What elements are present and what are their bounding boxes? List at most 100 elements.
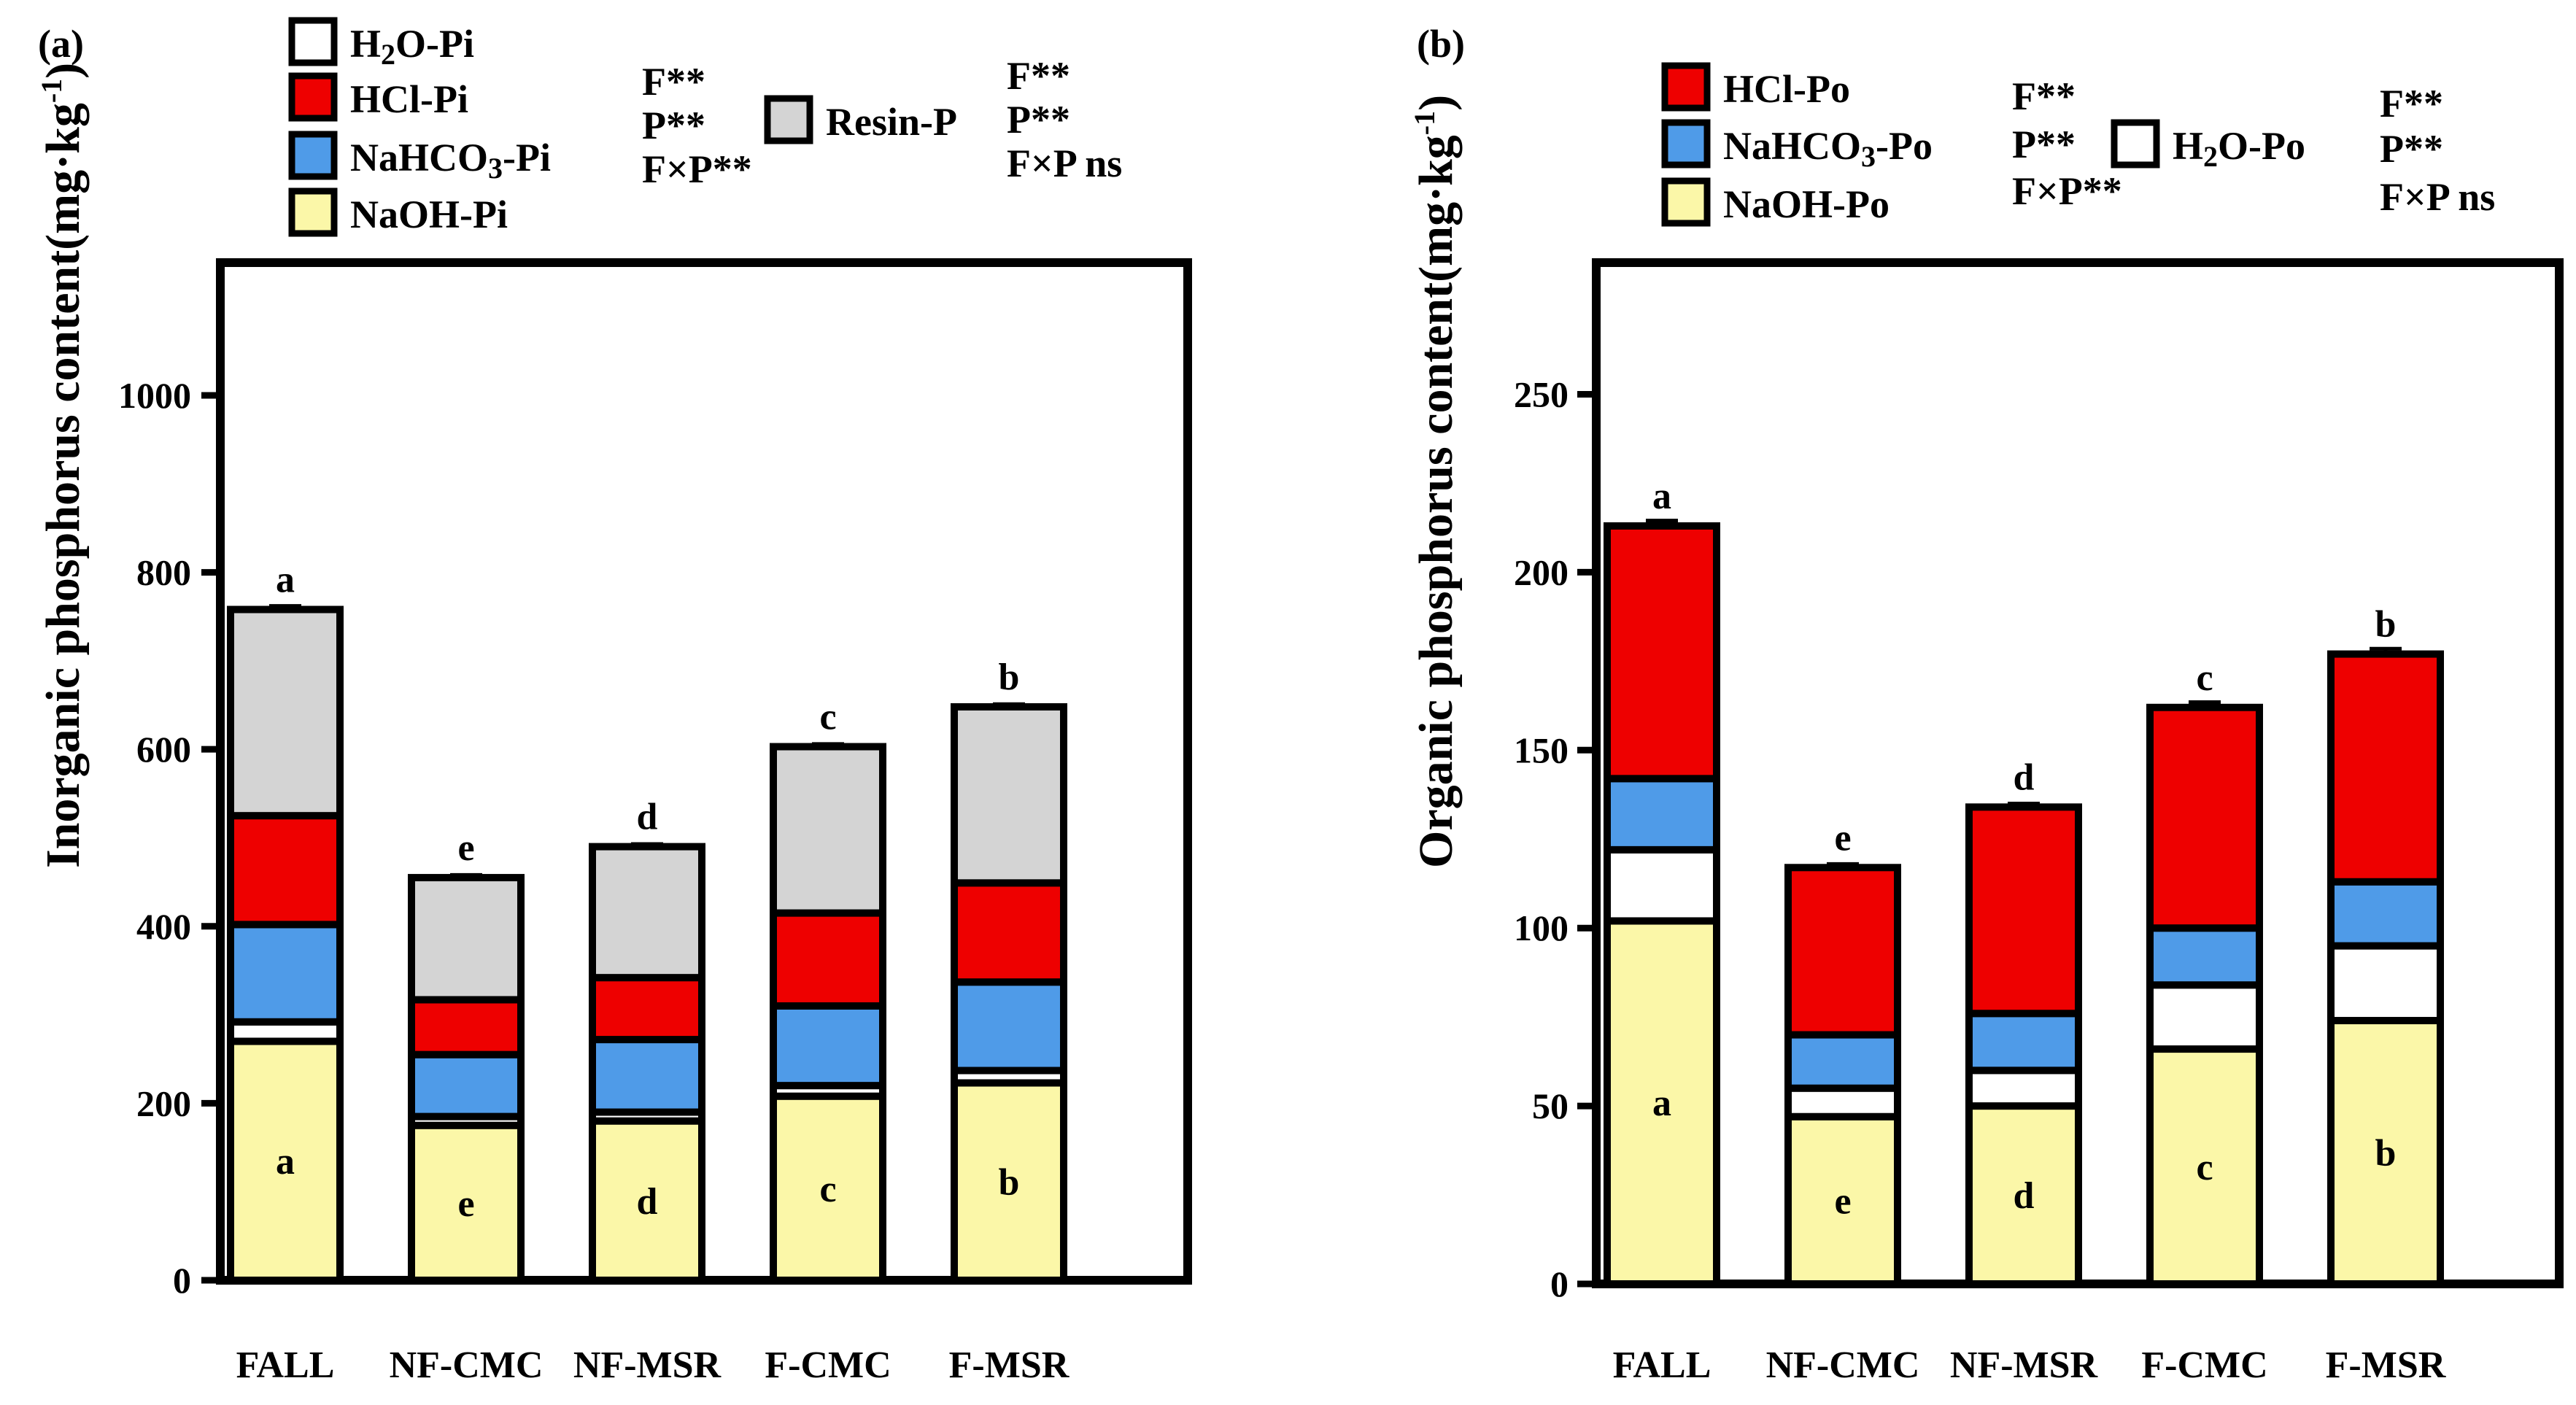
panel-a-plot: 02004006008001000aaaaFALLeeeeNF-CMCddddN… bbox=[118, 258, 1192, 1386]
panel-a-letter-naoh-pi-fall: a bbox=[276, 1141, 295, 1183]
panel-b-plot: 050100150200250aaaFALLeeeNF-CMCdddNF-MSR… bbox=[1514, 258, 2564, 1386]
panel-a-category-label-nf-msr: NF-MSR bbox=[573, 1344, 722, 1386]
panel-b-category-label-f-msr: F-MSR bbox=[2326, 1344, 2447, 1386]
panel-b-segment-nahco3-po-nf-msr bbox=[1965, 1010, 2082, 1075]
panel-b-stats-1-line-2: P** bbox=[2012, 123, 2076, 166]
panel-b-segment-nahco3-po-f-cmc bbox=[2146, 924, 2263, 989]
panel-b-ytick-label-150: 150 bbox=[1514, 729, 1569, 770]
panel-b-legend-swatch-nahco3-po bbox=[1661, 119, 1711, 169]
panel-a-stats-1-line-2: P** bbox=[642, 104, 705, 147]
panel-a-legend-swatch-resin-p bbox=[764, 95, 813, 144]
panel-b-letter-hcl-po-f-cmc: c bbox=[2196, 657, 2213, 699]
panel-a-letter-resin-p-f-msr: b bbox=[999, 657, 1020, 698]
panel-b-segment-hcl-po-f-msr bbox=[2327, 650, 2444, 886]
panel-b-bar-fall: aaa bbox=[1604, 476, 1720, 1288]
panel-a-segment-hcl-pi-fall bbox=[227, 812, 344, 929]
svg-text:Organic phosphorus content(mg: Organic phosphorus content(mg·kg-1) bbox=[1408, 95, 1463, 868]
panel-a-legend-swatch-h2o-pi bbox=[288, 17, 338, 66]
panel-a-ytick-label-800: 800 bbox=[136, 552, 191, 593]
panel-a-bar-nf-cmc: eeee bbox=[408, 827, 525, 1285]
panel-a-segment-hcl-pi-nf-cmc bbox=[408, 996, 525, 1058]
panel-a-segment-nahco3-pi-nf-msr bbox=[589, 1036, 705, 1116]
panel-a-stats-2-line-2: P** bbox=[1007, 98, 1070, 142]
panel-a-label: (a) bbox=[38, 22, 84, 66]
panel-a-yunit-close: ) bbox=[36, 63, 90, 79]
panel-b-letter-hcl-po-nf-msr: d bbox=[2014, 756, 2035, 798]
panel-b-legend-swatch-hcl-po bbox=[1661, 62, 1711, 112]
legend-label-subscript: 3 bbox=[488, 152, 503, 185]
legend-label-part: NaHCO bbox=[350, 136, 488, 179]
panel-a-segment-hcl-pi-f-cmc bbox=[770, 909, 886, 1010]
panel-a-letter-naoh-pi-f-msr: b bbox=[999, 1162, 1020, 1204]
panel-a-category-label-fall: FALL bbox=[236, 1344, 335, 1386]
panel-b-letter-hcl-po-fall: a bbox=[1652, 476, 1671, 517]
panel-b-segment-naoh-po-nf-cmc bbox=[1784, 1112, 1901, 1288]
panel-b-ytick-label-250: 250 bbox=[1514, 373, 1569, 414]
legend-label-subscript: 2 bbox=[2203, 140, 2218, 173]
panel-b-category-label-nf-msr: NF-MSR bbox=[1950, 1344, 2099, 1386]
panel-b-segment-naoh-po-f-cmc bbox=[2146, 1045, 2263, 1288]
legend-label-part: HCl-Pi bbox=[350, 77, 468, 121]
panel-b-segment-hcl-po-fall bbox=[1604, 522, 1720, 783]
panel-a-stats-1: F** P** F×P** bbox=[642, 60, 752, 191]
panel-a-segment-naoh-pi-f-cmc bbox=[770, 1092, 886, 1285]
panel-a-ytick-label-1000: 1000 bbox=[118, 375, 191, 416]
panel-a-stats-2-line-3: F×P ns bbox=[1007, 142, 1122, 185]
panel-b-stats-2-line-3: F×P ns bbox=[2380, 175, 2495, 219]
panel-b-letter-naoh-po-fall: a bbox=[1652, 1083, 1671, 1124]
panel-a-legend-swatch-naoh-pi bbox=[288, 187, 338, 237]
legend-label-part: -Po bbox=[1876, 124, 1933, 168]
panel-b-segment-h2o-po-fall bbox=[1604, 845, 1720, 925]
panel-b-letter-naoh-po-nf-cmc: e bbox=[1834, 1180, 1851, 1222]
panel-a-legend: H2O-Pi HCl-Pi NaHCO3-Pi NaOH-Pi Resin-P bbox=[288, 17, 957, 237]
panel-b-category-label-nf-cmc: NF-CMC bbox=[1766, 1344, 1920, 1386]
panel-b-category-label-fall: FALL bbox=[1613, 1344, 1711, 1386]
panel-a-letter-resin-p-f-cmc: c bbox=[819, 697, 836, 738]
panel-b-bar-nf-msr: ddd bbox=[1965, 756, 2082, 1288]
panel-a-legend-swatch-nahco3-pi bbox=[288, 131, 338, 180]
panel-b-letter-naoh-po-f-cmc: c bbox=[2196, 1147, 2213, 1188]
panel-b-segment-nahco3-po-f-msr bbox=[2327, 878, 2444, 950]
panel-b-segment-nahco3-po-fall bbox=[1604, 775, 1720, 854]
legend-label-part: NaOH-Pi bbox=[350, 193, 508, 236]
panel-b-legend: HCl-Po NaHCO3-Po NaOH-Po H2O-Po bbox=[1661, 62, 2305, 227]
panel-a-segment-nahco3-pi-nf-cmc bbox=[408, 1050, 525, 1120]
panel-a-segment-resin-p-f-msr bbox=[951, 702, 1067, 887]
panel-b-letter-naoh-po-f-msr: b bbox=[2375, 1133, 2397, 1174]
panel-a-bar-nf-msr: dddd bbox=[589, 797, 705, 1285]
panel-b-segment-h2o-po-nf-cmc bbox=[1784, 1084, 1901, 1120]
panel-a-letter-resin-p-nf-cmc: e bbox=[457, 827, 474, 869]
panel-b-segment-hcl-po-nf-cmc bbox=[1784, 864, 1901, 1039]
panel-b-category-label-f-cmc: F-CMC bbox=[2141, 1344, 2267, 1386]
panel-b-bar-nf-cmc: eee bbox=[1784, 817, 1901, 1288]
panel-b-legend-label-h2o-po: H2O-Po bbox=[2173, 124, 2305, 173]
panel-b-segment-h2o-po-f-msr bbox=[2327, 942, 2444, 1025]
panel-b-ytick-label-50: 50 bbox=[1532, 1085, 1569, 1126]
panel-a-category-label-nf-cmc: NF-CMC bbox=[390, 1344, 544, 1386]
panel-b-stats-2-line-2: P** bbox=[2380, 127, 2443, 171]
panel-a-bar-fall: aaaa bbox=[227, 560, 344, 1284]
panel-b-stats-1: F** P** F×P** bbox=[2012, 74, 2122, 213]
panel-b-letter-naoh-po-nf-msr: d bbox=[2014, 1175, 2035, 1217]
panel-a-y-axis-title: Inorganic phosphorus content(mg·kg-1) bbox=[35, 63, 90, 868]
panel-a-segment-resin-p-f-cmc bbox=[770, 743, 886, 917]
panel-b-yunit: (mg·kg bbox=[1409, 135, 1463, 282]
panel-b-segment-naoh-po-fall bbox=[1604, 917, 1720, 1288]
panel-a-category-label-f-cmc: F-CMC bbox=[765, 1344, 891, 1386]
legend-label-part: HCl-Po bbox=[1723, 67, 1850, 111]
panel-a-segment-hcl-pi-f-msr bbox=[951, 879, 1067, 986]
panel-a-ytick-label-200: 200 bbox=[136, 1083, 191, 1123]
legend-label-subscript: 2 bbox=[381, 38, 395, 71]
panel-a-segment-nahco3-pi-f-cmc bbox=[770, 1002, 886, 1090]
panel-b-segment-naoh-po-nf-msr bbox=[1965, 1102, 2082, 1288]
legend-label-part: NaHCO bbox=[1723, 124, 1861, 168]
panel-b-bar-f-cmc: ccc bbox=[2146, 657, 2263, 1288]
legend-label-part: O-Po bbox=[2218, 124, 2305, 168]
panel-b-yunit-close: ) bbox=[1409, 95, 1463, 111]
panel-b-yunit-sup: -1 bbox=[1408, 111, 1441, 135]
panel-a-letter-resin-p-nf-msr: d bbox=[637, 797, 658, 838]
panel-a-segment-resin-p-fall bbox=[227, 605, 344, 820]
panel-a-stats-1-line-1: F** bbox=[642, 60, 705, 104]
legend-label-part: NaOH-Po bbox=[1723, 182, 1890, 226]
panel-a-legend-label-naoh-pi: NaOH-Pi bbox=[350, 193, 508, 236]
